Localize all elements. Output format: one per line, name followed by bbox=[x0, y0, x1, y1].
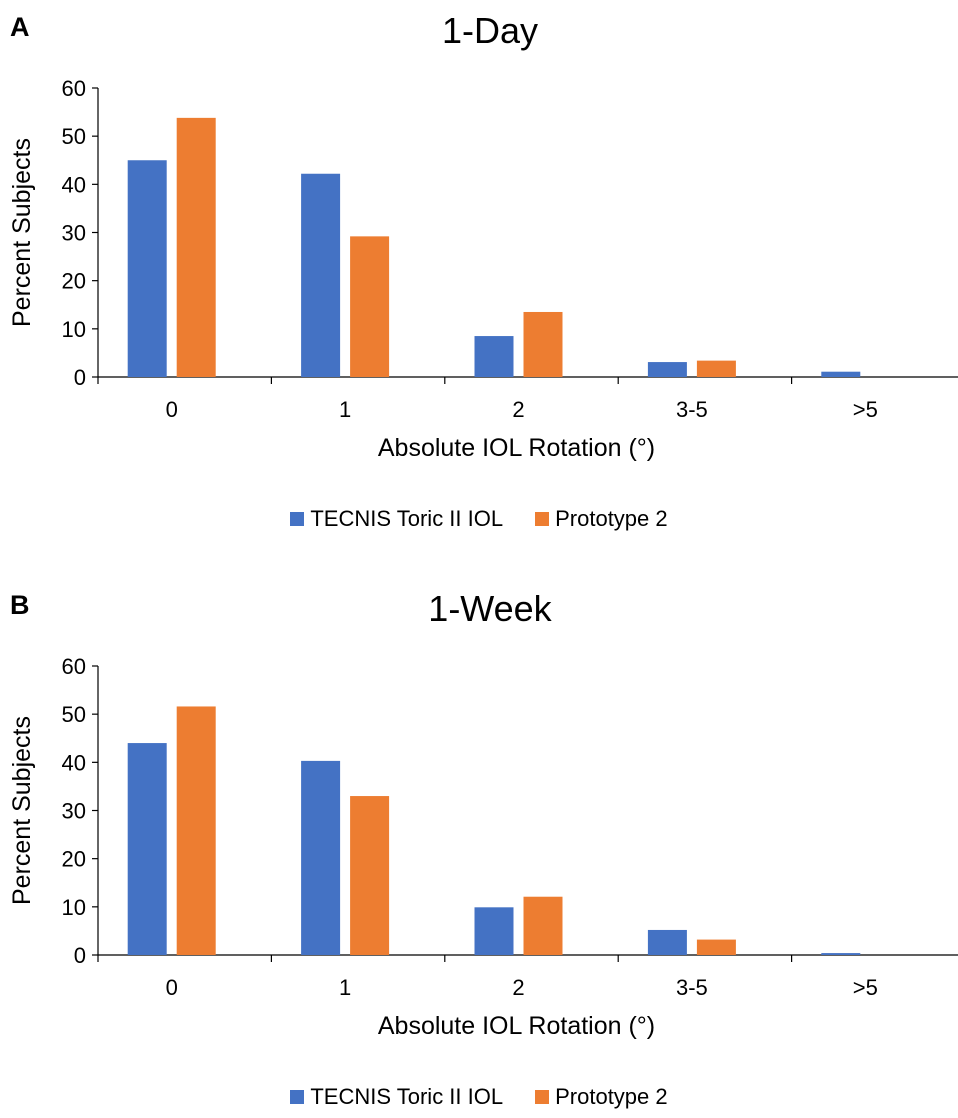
legend-item-series2: Prototype 2 bbox=[535, 1084, 668, 1110]
panel-label-b: B bbox=[10, 590, 30, 620]
legend-swatch-series1 bbox=[290, 1090, 305, 1104]
x-axis-label: Absolute IOL Rotation (°) bbox=[378, 434, 655, 462]
x-tick-label: >5 bbox=[853, 975, 878, 1000]
y-axis-label: Percent Subjects bbox=[8, 716, 36, 905]
y-tick-label: 10 bbox=[62, 317, 86, 342]
y-tick-label: 30 bbox=[62, 799, 86, 824]
bar-chart-b: 0 10 20 30 40 50 60 0 1 2 3-5 >5 Absolute IOL Rotati… bbox=[8, 654, 958, 1040]
legend-a: TECNIS Toric II IOL Prototype 2 bbox=[0, 506, 958, 532]
legend-swatch-series1 bbox=[290, 512, 305, 526]
chart-panel-a: A 1-Day 0 10 20 30 40 50 60 0 1 2 3-5 >5 Absolute IO… bbox=[0, 0, 958, 540]
legend-item-series1: TECNIS Toric II IOL bbox=[290, 506, 503, 532]
chart-title-a: 1-Day bbox=[441, 10, 539, 51]
x-tick-label: 3-5 bbox=[676, 397, 708, 422]
x-tick-label: 1 bbox=[339, 397, 351, 422]
legend-swatch-series2 bbox=[535, 1090, 550, 1104]
chart-title-b: 1-Week bbox=[428, 588, 552, 629]
bar-series1 bbox=[474, 336, 514, 377]
y-tick-label: 0 bbox=[74, 365, 86, 390]
x-tick-label: 2 bbox=[512, 975, 524, 1000]
y-axis-label: Percent Subjects bbox=[8, 138, 36, 327]
legend-label-series2: Prototype 2 bbox=[555, 1084, 668, 1109]
bar-series1 bbox=[821, 953, 861, 955]
bar-series1 bbox=[301, 760, 341, 955]
legend-label-series1: TECNIS Toric II IOL bbox=[310, 1084, 504, 1109]
panel-label-a: A bbox=[10, 12, 30, 42]
x-tick-label: 0 bbox=[166, 975, 178, 1000]
bar-series1 bbox=[474, 907, 514, 955]
x-tick-label: 1 bbox=[339, 975, 351, 1000]
y-tick-label: 50 bbox=[62, 702, 86, 727]
y-tick-label: 20 bbox=[62, 847, 86, 872]
bar-series2 bbox=[523, 896, 563, 955]
legend-swatch-series2 bbox=[535, 512, 550, 526]
bar-series1 bbox=[301, 173, 341, 377]
y-tick-label: 50 bbox=[62, 124, 86, 149]
bar-series2 bbox=[696, 360, 736, 377]
legend-label-series2: Prototype 2 bbox=[555, 506, 668, 531]
bar-series2 bbox=[696, 939, 736, 955]
bar-series2 bbox=[523, 311, 563, 377]
y-tick-label: 40 bbox=[62, 750, 86, 775]
bar-series2 bbox=[350, 796, 390, 955]
bar-series1 bbox=[821, 371, 861, 377]
y-tick-label: 0 bbox=[74, 943, 86, 968]
bar-series1 bbox=[127, 160, 167, 377]
x-tick-label: 0 bbox=[166, 397, 178, 422]
x-axis-label: Absolute IOL Rotation (°) bbox=[378, 1012, 655, 1040]
y-tick-label: 60 bbox=[62, 76, 86, 101]
legend-item-series1: TECNIS Toric II IOL bbox=[290, 1084, 503, 1110]
y-tick-label: 40 bbox=[62, 172, 86, 197]
bar-series2 bbox=[176, 117, 216, 377]
bar-series2 bbox=[350, 236, 390, 377]
chart-panel-b: B 1-Week 0 10 20 30 40 50 60 0 1 2 3-5 >5 Absolute I… bbox=[0, 578, 958, 1118]
y-tick-label: 20 bbox=[62, 269, 86, 294]
x-tick-label: 2 bbox=[512, 397, 524, 422]
legend-item-series2: Prototype 2 bbox=[535, 506, 668, 532]
bar-series2 bbox=[176, 706, 216, 955]
bar-series1 bbox=[647, 929, 687, 955]
bar-series1 bbox=[127, 743, 167, 955]
legend-label-series1: TECNIS Toric II IOL bbox=[310, 506, 504, 531]
legend-b: TECNIS Toric II IOL Prototype 2 bbox=[0, 1084, 958, 1110]
bar-chart-a: 0 10 20 30 40 50 60 0 1 2 3-5 >5 Absolute IOL Rotati… bbox=[8, 76, 958, 462]
x-tick-label: >5 bbox=[853, 397, 878, 422]
x-tick-label: 3-5 bbox=[676, 975, 708, 1000]
bar-series1 bbox=[647, 362, 687, 377]
y-tick-label: 60 bbox=[62, 654, 86, 679]
y-tick-label: 10 bbox=[62, 895, 86, 920]
y-tick-label: 30 bbox=[62, 221, 86, 246]
